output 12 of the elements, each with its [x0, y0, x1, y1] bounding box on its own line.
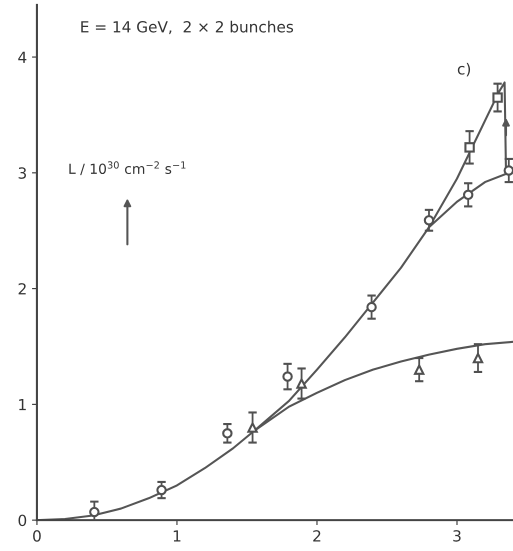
x-tick-label: 2 [313, 530, 320, 542]
y-tick-label: 1 [19, 399, 26, 410]
y-tick-label: 2 [18, 283, 26, 294]
y-tick-label: 3 [18, 167, 26, 179]
x-tick-label: 0 [33, 530, 41, 542]
x-tick-label: 3 [453, 530, 461, 542]
y-tick-label: 4 [18, 52, 26, 63]
y-axis-title: L / 10$^{30}$ cm$^{−2}$ s$^{−1}$ [69, 161, 186, 176]
annotation: c) [458, 62, 470, 76]
text: E = 14 GeV, 2 × 2 bunches [81, 20, 294, 34]
x-tick-label: 1 [174, 530, 180, 542]
y-tick-label: 0 [18, 514, 26, 526]
